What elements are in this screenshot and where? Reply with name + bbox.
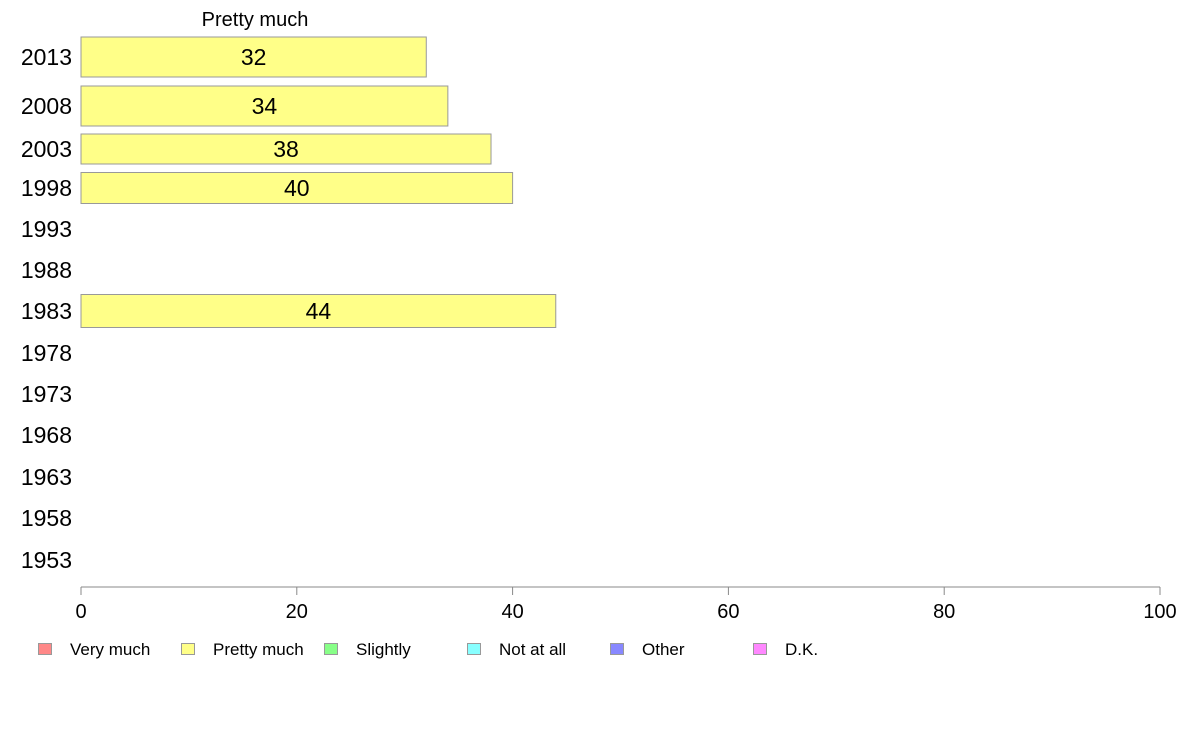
bar xyxy=(80,133,492,165)
bar xyxy=(80,172,514,204)
bar-value-label: 34 xyxy=(252,93,278,119)
x-tick-label: 60 xyxy=(717,601,739,623)
x-axis-ticks: 0 20 40 60 80 100 xyxy=(75,587,1177,623)
bar-labels-group: 32 34 38 40 44 xyxy=(241,44,332,324)
legend-label: Slightly xyxy=(356,640,411,659)
bar-value-label: 38 xyxy=(273,136,299,162)
y-tick-label: 2013 xyxy=(21,44,72,70)
y-tick-label: 1978 xyxy=(21,340,72,366)
legend-label: D.K. xyxy=(785,640,819,659)
y-tick-label: 1953 xyxy=(21,547,72,573)
x-tick-label: 80 xyxy=(933,601,955,623)
legend-label: Other xyxy=(642,640,685,659)
legend-label: Very much xyxy=(70,640,151,659)
bar xyxy=(80,85,449,127)
legend-label: Pretty much xyxy=(213,640,304,659)
legend-swatch xyxy=(753,643,767,655)
legend-swatch xyxy=(181,643,195,655)
x-tick-label: 20 xyxy=(286,601,308,623)
y-tick-label: 1958 xyxy=(21,505,72,531)
y-tick-label: 1968 xyxy=(21,422,72,448)
legend: Very much Pretty much Slightly Not at al… xyxy=(38,640,898,662)
legend-label: Not at all xyxy=(499,640,567,659)
y-tick-label: 1988 xyxy=(21,257,72,283)
legend-swatch xyxy=(467,643,481,655)
y-tick-label: 2008 xyxy=(21,93,72,119)
y-tick-label: 1963 xyxy=(21,464,72,490)
bar xyxy=(80,294,557,328)
legend-swatch xyxy=(610,643,624,655)
panel-title: Pretty much xyxy=(202,9,309,31)
x-tick-label: 0 xyxy=(75,601,86,623)
legend-swatch xyxy=(38,643,52,655)
bar-value-label: 40 xyxy=(284,175,310,201)
y-tick-label: 1993 xyxy=(21,216,72,242)
bar-value-label: 32 xyxy=(241,44,267,70)
y-axis-tick-labels: 2013 2008 2003 1998 1993 1988 1983 1978 1973 1968… xyxy=(21,44,72,573)
x-tick-label: 100 xyxy=(1143,601,1176,623)
y-tick-label: 1998 xyxy=(21,175,72,201)
bar xyxy=(80,36,427,78)
y-tick-label: 1983 xyxy=(21,298,72,324)
y-tick-label: 2003 xyxy=(21,136,72,162)
y-tick-label: 1973 xyxy=(21,381,72,407)
bar-value-label: 44 xyxy=(306,298,332,324)
bars-group xyxy=(80,36,557,328)
x-tick-label: 40 xyxy=(501,601,523,623)
legend-swatch xyxy=(324,643,338,655)
